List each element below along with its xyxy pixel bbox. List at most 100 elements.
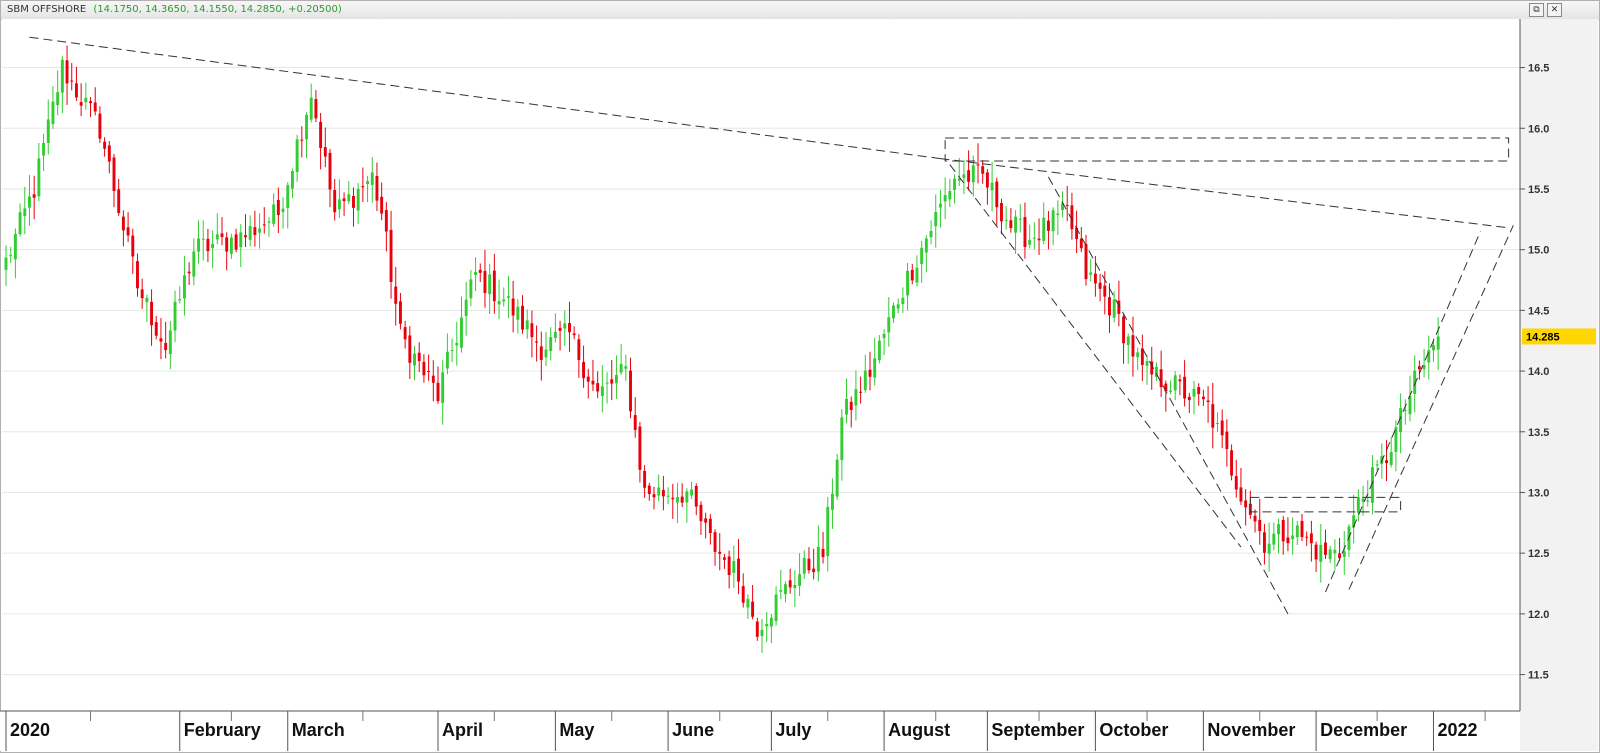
- candle-up: [690, 481, 694, 499]
- candle-up: [56, 70, 60, 116]
- candle-up: [60, 56, 64, 114]
- candle-body: [826, 506, 830, 557]
- candle-body: [455, 342, 459, 346]
- candle-down: [704, 512, 708, 539]
- title-bar[interactable]: SBM OFFSHORE (14.1750, 14.3650, 14.1550,…: [1, 1, 1599, 20]
- candle-down: [70, 63, 74, 91]
- candle-down: [568, 301, 571, 352]
- candle-body: [1300, 520, 1304, 538]
- candle-down: [1023, 202, 1027, 259]
- y-tick-label: 16.0: [1528, 123, 1549, 135]
- plot-background: [2, 19, 1520, 711]
- y-tick-label: 15.5: [1528, 184, 1549, 196]
- candle-down: [596, 371, 600, 399]
- candle-body: [1023, 217, 1027, 247]
- candle-body: [802, 558, 806, 574]
- candle-up: [445, 333, 449, 375]
- candle-body: [737, 558, 740, 582]
- candle-body: [506, 296, 510, 298]
- x-tick-label: 2020: [10, 720, 50, 740]
- x-tick-label: April: [442, 720, 483, 740]
- candle-body: [384, 210, 388, 232]
- candle-down: [492, 253, 496, 314]
- candle-up: [765, 611, 769, 643]
- candle-body: [1079, 238, 1083, 249]
- candle-body: [929, 231, 933, 238]
- price-chart[interactable]: 11.5 12.0 12.5 13.0 13.5 14.0 14.5 15.0 15.5 16.0…: [0, 19, 1598, 751]
- candle-body: [46, 119, 50, 144]
- candle-body: [835, 459, 839, 497]
- candle-body: [516, 306, 520, 320]
- candle-down: [1098, 273, 1102, 302]
- candle-body: [572, 333, 576, 336]
- candle-body: [1042, 217, 1046, 241]
- candle-body: [478, 269, 482, 273]
- candle-up: [793, 570, 797, 607]
- candle-body: [568, 323, 571, 333]
- candle-body: [244, 235, 247, 238]
- candle-body: [1150, 361, 1154, 375]
- candle-body: [1084, 244, 1088, 280]
- candle-body: [976, 164, 980, 166]
- candle-body: [220, 233, 224, 238]
- candle-body: [1352, 515, 1356, 528]
- candle-up: [676, 482, 679, 524]
- candle-body: [206, 238, 210, 252]
- x-axis-background: [0, 711, 1520, 751]
- candle-down: [1197, 383, 1201, 406]
- candle-down: [849, 396, 853, 428]
- candle-body: [1197, 387, 1201, 395]
- candle-up: [544, 331, 548, 366]
- candle-up: [953, 174, 956, 204]
- candle-down: [1075, 210, 1079, 253]
- candle-body: [347, 194, 351, 202]
- candle-down: [262, 207, 266, 234]
- candle-body: [1432, 345, 1435, 351]
- candle-body: [934, 211, 938, 227]
- candle-down: [1286, 517, 1290, 552]
- y-tick-label: 13.0: [1528, 487, 1549, 499]
- candle-down: [408, 326, 412, 379]
- candle-up: [826, 497, 830, 572]
- candle-body: [901, 297, 905, 305]
- candle-up: [1042, 202, 1046, 245]
- candle-body: [1361, 498, 1365, 502]
- candle-down: [483, 249, 487, 308]
- candle-down: [586, 368, 590, 399]
- candle-body: [145, 297, 149, 303]
- candle-up: [746, 594, 750, 620]
- candle-down: [323, 127, 327, 168]
- candle-up: [962, 159, 966, 195]
- candle-body: [727, 556, 731, 576]
- candle-up: [145, 294, 149, 323]
- candle-down: [1183, 360, 1187, 407]
- candle-up: [816, 525, 820, 582]
- close-button[interactable]: ✕: [1547, 3, 1562, 17]
- candle-body: [1314, 544, 1318, 560]
- last-price-label: 14.285: [1526, 331, 1560, 343]
- candle-body: [741, 586, 745, 603]
- candle-up: [464, 282, 468, 336]
- candle-body: [1267, 543, 1271, 554]
- candle-down: [427, 354, 431, 381]
- restore-button[interactable]: ⧉: [1529, 3, 1544, 17]
- candle-down: [74, 66, 78, 101]
- candle-down: [140, 278, 144, 309]
- candle-down: [868, 351, 872, 391]
- candle-body: [708, 518, 712, 534]
- candle-body: [892, 305, 895, 319]
- candle-body: [131, 235, 135, 257]
- candle-down: [1131, 316, 1135, 377]
- candle-body: [469, 279, 473, 299]
- candle-down: [521, 295, 524, 334]
- candle-up: [258, 213, 262, 249]
- candle-down: [708, 514, 712, 545]
- candle-down: [79, 83, 83, 117]
- candle-down: [741, 573, 745, 608]
- candle-down: [629, 357, 632, 419]
- y-axis-background: [1520, 19, 1598, 751]
- candle-up: [13, 228, 17, 279]
- candle-up: [957, 157, 961, 186]
- candle-body: [539, 346, 543, 360]
- candle-body: [1173, 375, 1177, 391]
